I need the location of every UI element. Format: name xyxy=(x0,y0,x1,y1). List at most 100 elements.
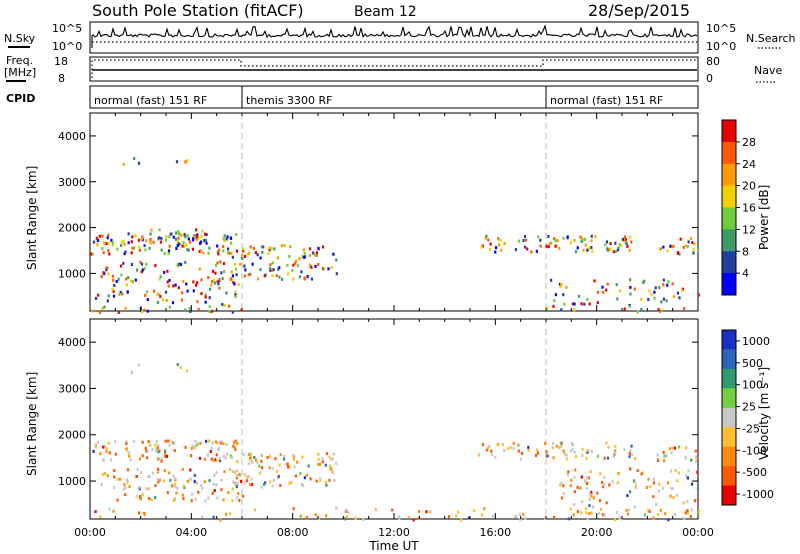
data-point xyxy=(661,486,664,490)
data-point xyxy=(130,246,133,250)
data-point xyxy=(491,452,494,456)
data-point xyxy=(111,274,114,278)
data-point xyxy=(650,293,653,297)
data-point xyxy=(137,161,141,165)
data-point xyxy=(214,440,217,444)
data-point xyxy=(229,512,232,516)
data-point xyxy=(164,238,167,242)
data-point xyxy=(696,470,699,474)
velocity-panel-frame xyxy=(89,318,699,520)
data-point xyxy=(581,447,584,451)
data-point xyxy=(197,307,200,311)
data-point xyxy=(212,515,215,519)
data-point xyxy=(591,249,594,253)
data-point xyxy=(231,277,234,281)
data-point xyxy=(168,235,171,238)
data-point xyxy=(605,240,609,244)
data-point xyxy=(623,448,626,452)
data-point xyxy=(678,252,681,256)
data-point xyxy=(135,494,138,498)
data-point xyxy=(177,232,180,236)
data-point xyxy=(648,289,651,293)
data-point xyxy=(101,247,104,251)
data-point xyxy=(233,282,236,286)
data-point xyxy=(616,297,619,301)
data-point xyxy=(612,455,615,459)
data-point xyxy=(586,476,589,480)
data-point xyxy=(221,277,224,281)
data-point xyxy=(133,157,136,160)
data-point xyxy=(205,241,208,245)
data-point xyxy=(605,441,608,445)
x-tick-label: 00:00 xyxy=(74,526,106,539)
data-point xyxy=(173,449,176,453)
data-point xyxy=(656,453,659,457)
data-point xyxy=(292,457,295,461)
data-point xyxy=(647,298,650,301)
data-point xyxy=(145,487,148,491)
data-point xyxy=(592,496,596,500)
data-point xyxy=(603,456,606,460)
data-point xyxy=(296,264,299,268)
data-point xyxy=(335,272,338,276)
data-point xyxy=(588,512,591,516)
data-point xyxy=(230,270,233,274)
data-point xyxy=(123,483,126,487)
data-point xyxy=(558,445,561,449)
data-point xyxy=(317,463,320,466)
data-point xyxy=(95,236,98,240)
data-point xyxy=(289,245,292,249)
data-point xyxy=(217,282,220,286)
data-point xyxy=(217,448,220,452)
data-point xyxy=(119,290,122,294)
data-point xyxy=(152,240,155,244)
data-point xyxy=(604,243,607,247)
data-point xyxy=(144,248,147,252)
data-point xyxy=(195,234,199,238)
data-point xyxy=(581,453,584,457)
data-point xyxy=(251,460,254,464)
data-point xyxy=(648,510,651,513)
data-point xyxy=(309,247,312,251)
data-point xyxy=(249,458,252,462)
data-point xyxy=(216,496,219,500)
data-point xyxy=(629,490,632,494)
data-point xyxy=(117,277,120,281)
data-point xyxy=(559,285,562,289)
data-point xyxy=(548,242,551,246)
data-point xyxy=(590,239,593,243)
data-point xyxy=(229,236,232,240)
data-point xyxy=(201,515,204,519)
data-point xyxy=(630,453,633,457)
data-point xyxy=(554,293,557,297)
data-point xyxy=(98,310,102,314)
data-point xyxy=(573,308,576,312)
data-point xyxy=(220,488,223,492)
data-point xyxy=(147,440,150,444)
data-point xyxy=(183,233,186,237)
data-point xyxy=(227,491,230,495)
data-point xyxy=(305,473,308,477)
data-point xyxy=(240,254,244,258)
data-point xyxy=(670,487,673,491)
colorbar-tick-label: 500 xyxy=(742,357,763,370)
data-point xyxy=(596,491,599,495)
data-point xyxy=(634,480,637,484)
data-point xyxy=(131,280,134,284)
data-point xyxy=(160,236,163,240)
data-point xyxy=(147,475,150,478)
data-point xyxy=(292,454,295,458)
data-point xyxy=(628,305,631,309)
colorbar-tick-label: -1000 xyxy=(742,488,774,501)
data-point xyxy=(672,295,675,299)
data-point xyxy=(616,248,619,252)
data-point xyxy=(606,282,609,286)
data-point xyxy=(268,267,271,271)
data-point xyxy=(111,241,114,245)
data-point xyxy=(628,455,631,459)
data-point xyxy=(685,474,688,478)
data-point xyxy=(124,486,127,490)
data-point xyxy=(647,508,650,512)
data-point xyxy=(107,233,110,237)
data-point xyxy=(300,270,303,274)
